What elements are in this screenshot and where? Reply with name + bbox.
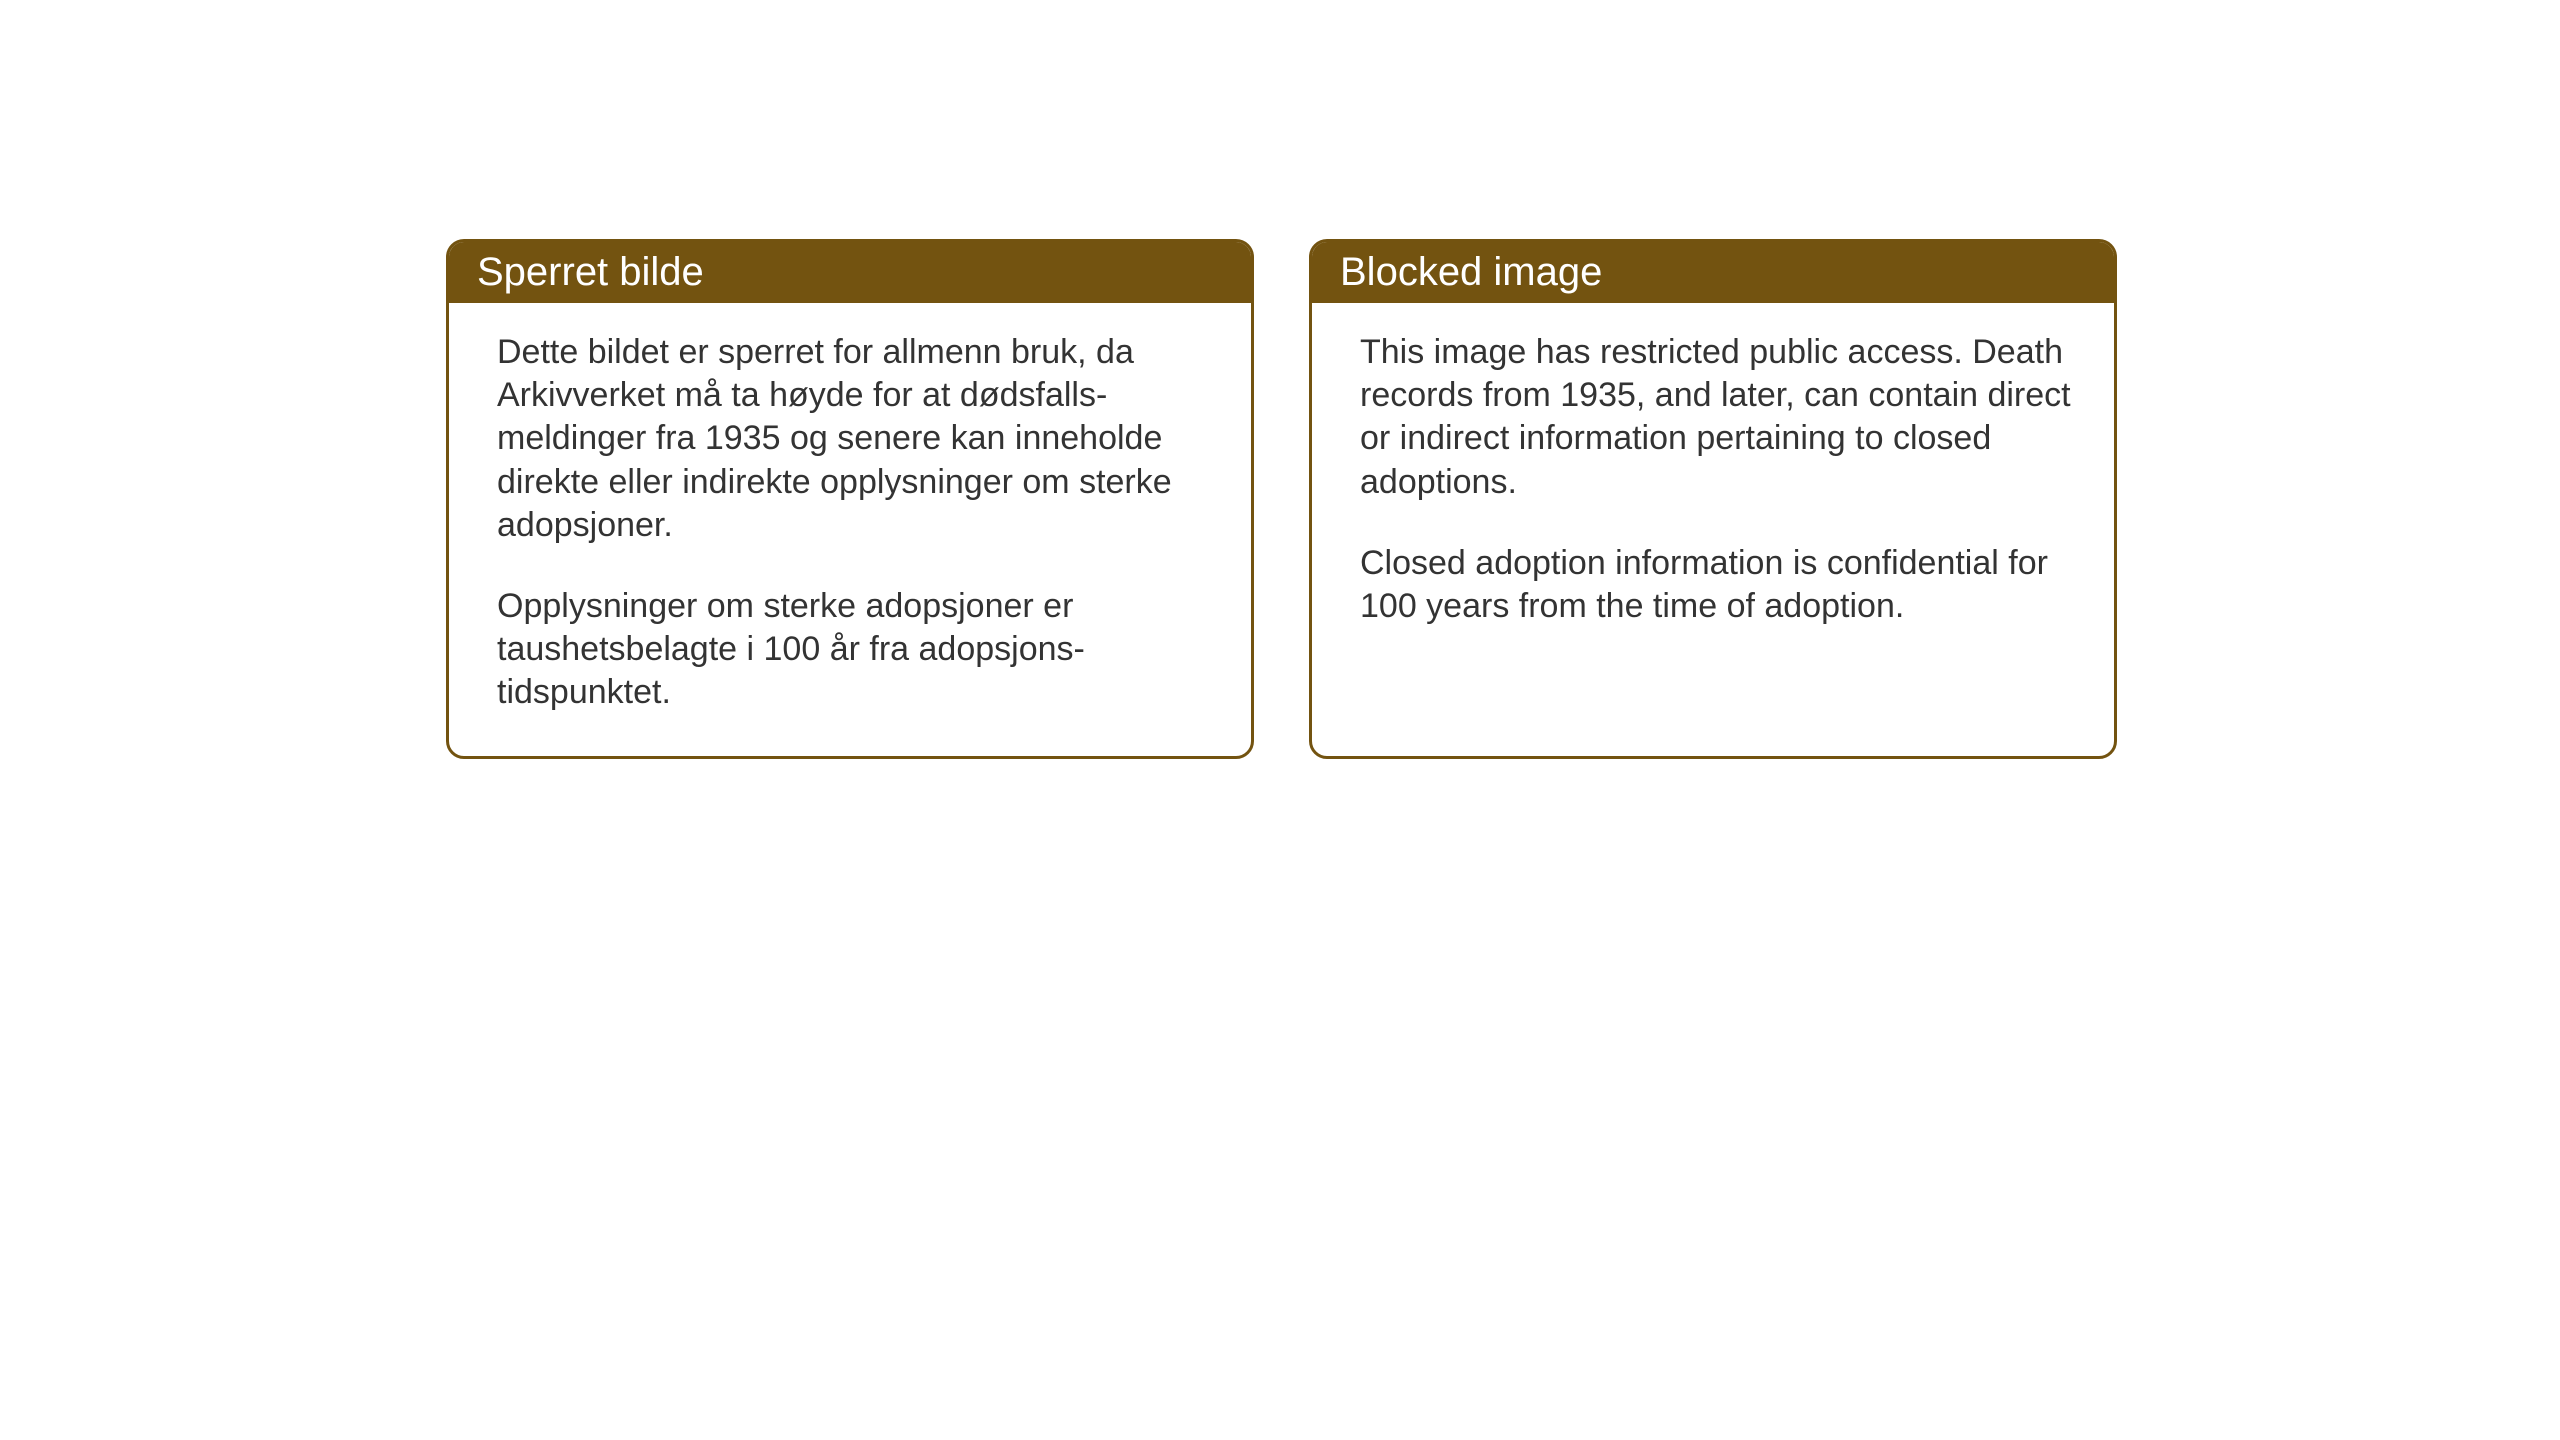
notice-paragraph: Closed adoption information is confident… [1360,542,2072,628]
notice-paragraph: Opplysninger om sterke adopsjoner er tau… [497,585,1209,715]
notice-paragraph: This image has restricted public access.… [1360,331,2072,504]
notice-body: Dette bildet er sperret for allmenn bruk… [449,303,1251,756]
notice-body: This image has restricted public access.… [1312,303,2114,670]
notice-header: Sperret bilde [449,242,1251,303]
notice-title: Blocked image [1340,250,1602,294]
notice-box-english: Blocked image This image has restricted … [1309,239,2117,759]
notice-container: Sperret bilde Dette bildet er sperret fo… [446,239,2117,759]
notice-title: Sperret bilde [477,250,704,294]
notice-box-norwegian: Sperret bilde Dette bildet er sperret fo… [446,239,1254,759]
notice-header: Blocked image [1312,242,2114,303]
notice-paragraph: Dette bildet er sperret for allmenn bruk… [497,331,1209,547]
